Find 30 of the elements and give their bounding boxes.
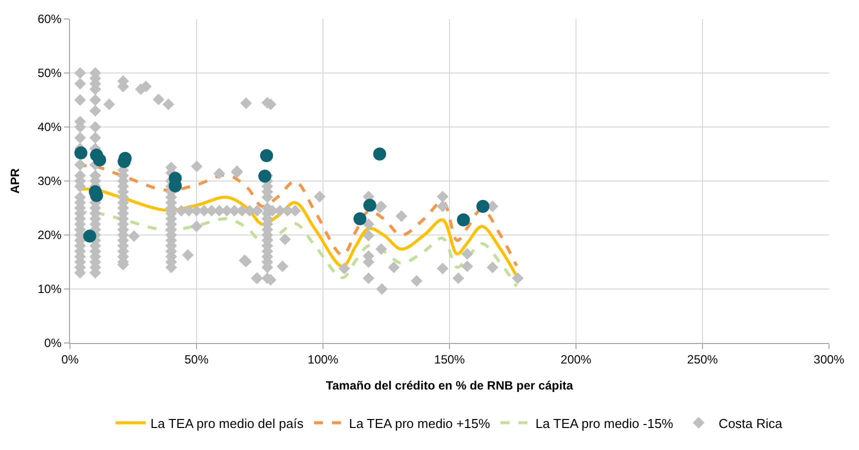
legend-label: Costa Rica (718, 416, 784, 431)
x-tick-label: 200% (560, 352, 592, 366)
point (260, 149, 274, 162)
point (373, 148, 386, 160)
x-tick-label: 150% (434, 352, 466, 366)
x-tick-label: 300% (814, 352, 845, 366)
legend-label: La TEA pro medio del país (150, 416, 304, 431)
y-axis-title: APR (8, 168, 22, 194)
x-tick-label: 250% (687, 352, 718, 366)
point (353, 212, 366, 226)
x-tick-label: 0% (61, 352, 79, 366)
y-tick-label: 60% (38, 12, 62, 26)
point (83, 230, 96, 243)
point (258, 170, 272, 183)
y-tick-label: 40% (38, 120, 62, 134)
point (456, 213, 470, 226)
point (74, 146, 88, 160)
x-axis-title: Tamaño del crédito en % de RNB per cápita (326, 378, 574, 392)
point (363, 198, 376, 212)
point (476, 200, 490, 213)
x-tick-label: 50% (184, 352, 209, 366)
legend-label: La TEA pro medio +15% (348, 416, 490, 431)
y-tick-label: 0% (44, 336, 62, 350)
y-tick-label: 50% (38, 66, 62, 80)
point (93, 153, 106, 166)
y-tick-label: 10% (38, 282, 62, 296)
y-tick-label: 20% (38, 228, 62, 242)
y-tick-label: 30% (38, 174, 62, 188)
legend-label: La TEA pro medio -15% (535, 416, 674, 431)
x-tick-label: 100% (308, 352, 339, 366)
